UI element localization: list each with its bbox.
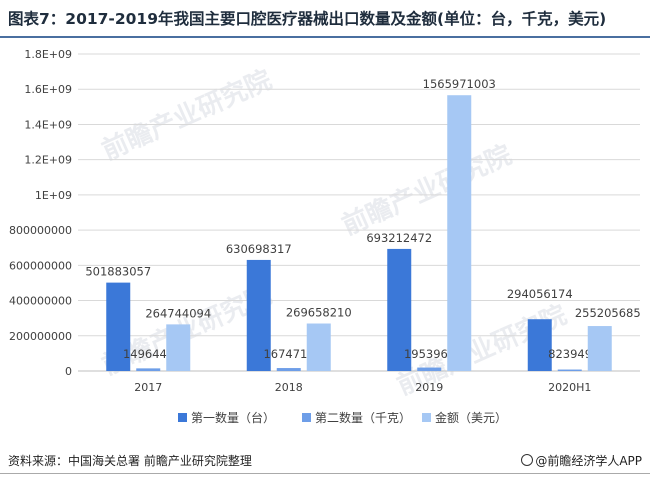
x-tick-label: 2020H1 — [548, 381, 591, 394]
data-label: 501883057 — [85, 265, 151, 279]
bar-chart: 0 200000000 400000000 600000000 800000000 1E+… — [9, 48, 641, 425]
data-label: 294056174 — [507, 287, 573, 301]
bar — [447, 95, 472, 372]
y-tick-label: 1.2E+09 — [24, 154, 72, 167]
legend-label: 第一数量（台） — [191, 410, 275, 425]
legend-swatch — [178, 413, 187, 422]
legend-swatch — [302, 413, 311, 422]
y-tick-label: 1E+09 — [35, 189, 72, 202]
x-tick-label: 2019 — [415, 381, 443, 394]
bar — [136, 368, 161, 371]
bar — [587, 326, 612, 371]
data-label: 8239499 — [548, 347, 599, 361]
y-tick-label: 800000000 — [9, 224, 72, 237]
y-tick-label: 600000000 — [9, 259, 72, 272]
x-tick-label: 2018 — [275, 381, 303, 394]
y-tick-label: 200000000 — [9, 330, 72, 343]
x-tick-label: 2017 — [134, 381, 162, 394]
chart-title: 图表7：2017-2019年我国主要口腔医疗器械出口数量及金额(单位：台，千克，… — [8, 10, 607, 28]
brand-credit: @前瞻经济学人APP — [521, 452, 642, 469]
bar — [527, 319, 552, 371]
y-tick-label: 0 — [65, 365, 72, 378]
y-tick-label: 400000000 — [9, 295, 72, 308]
bar — [557, 369, 582, 371]
data-label: 693212472 — [366, 231, 432, 245]
brand-label: @前瞻经济学人APP — [535, 454, 642, 468]
bar — [166, 324, 191, 371]
data-label: 1565971003 — [423, 77, 496, 91]
brand-logo-icon — [521, 454, 534, 466]
bar — [276, 368, 301, 371]
bar — [106, 282, 131, 371]
data-label: 264744094 — [145, 306, 211, 320]
data-label: 630698317 — [226, 242, 292, 256]
bar — [417, 367, 442, 371]
legend-label: 金额（美元） — [435, 410, 507, 425]
title-divider — [0, 36, 650, 38]
data-label: 255205685 — [575, 306, 641, 320]
bar — [246, 259, 271, 371]
legend-label: 第二数量（千克） — [315, 410, 411, 425]
data-label: 269658210 — [286, 306, 352, 320]
footer-divider — [0, 473, 650, 474]
legend-swatch — [422, 413, 431, 422]
bar — [387, 248, 412, 371]
y-tick-label: 1.6E+09 — [24, 83, 72, 96]
y-tick-label: 1.4E+09 — [24, 118, 72, 131]
source-note: 资料来源：中国海关总署 前瞻产业研究院整理 — [8, 454, 252, 468]
y-tick-label: 1.8E+09 — [24, 48, 72, 61]
bar — [306, 323, 331, 371]
